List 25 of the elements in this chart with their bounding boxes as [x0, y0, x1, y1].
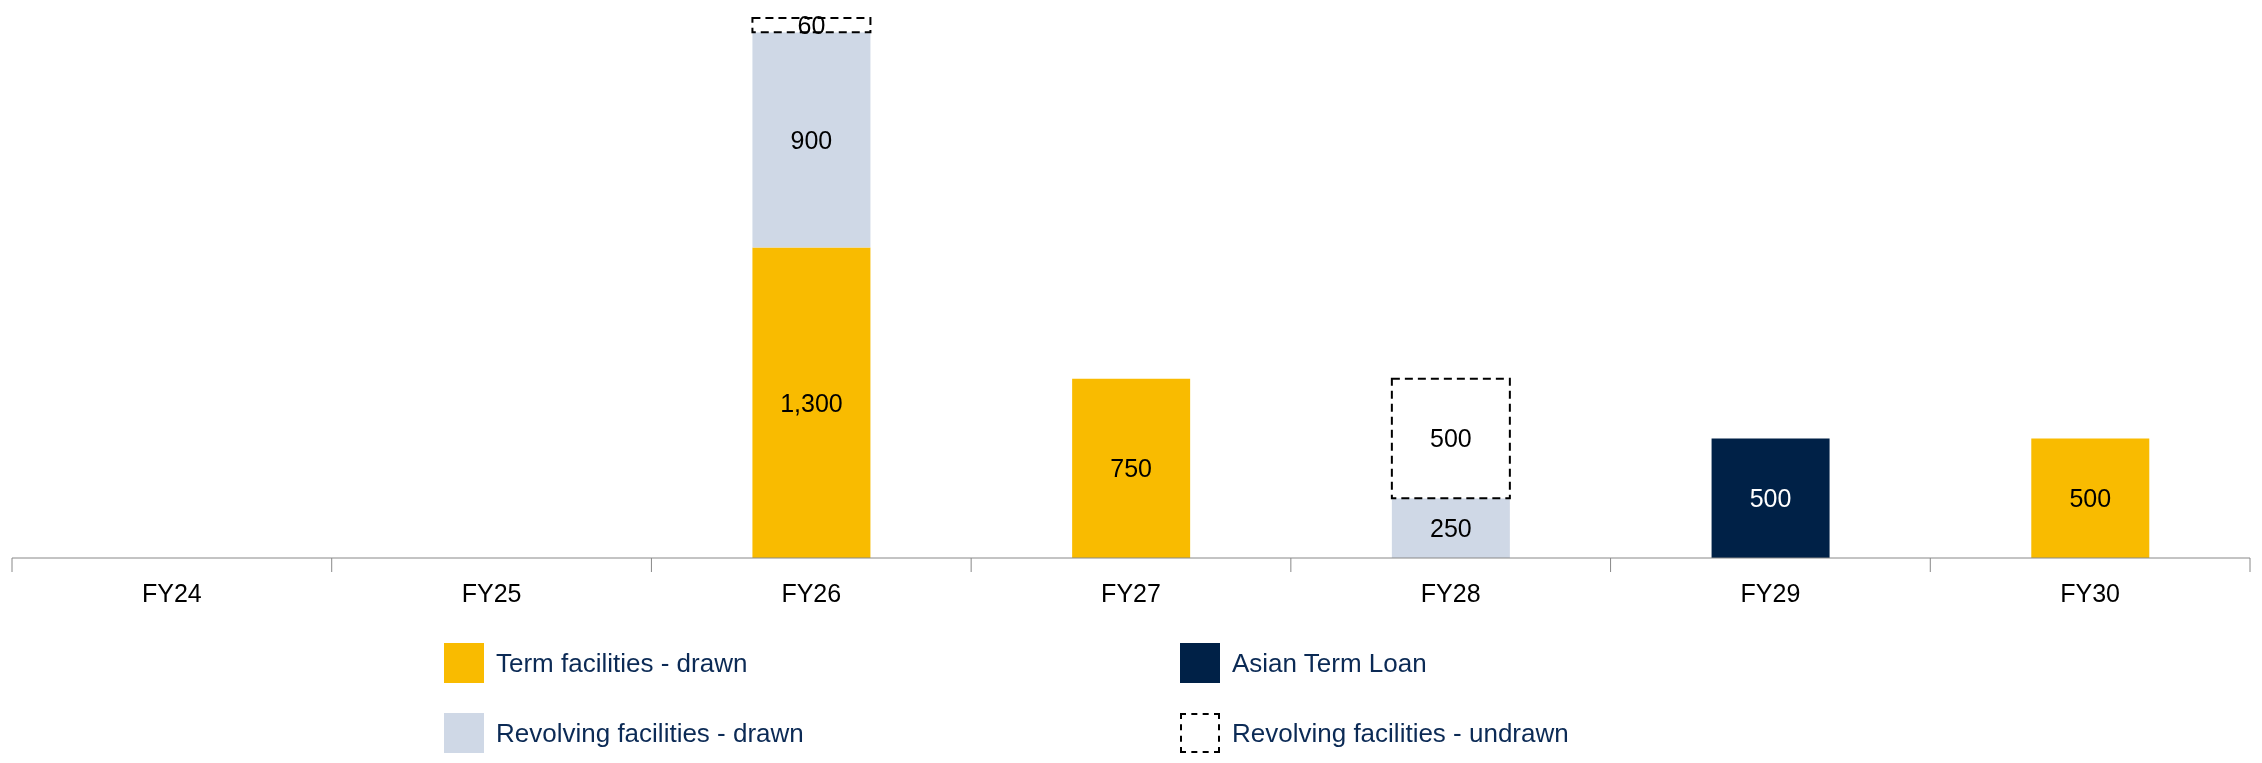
data-label: 250	[1430, 514, 1472, 543]
data-label: 500	[2069, 484, 2112, 513]
bar	[1072, 378, 1191, 558]
bar	[2031, 438, 2150, 558]
bar	[1711, 438, 1830, 558]
x-tick-label: FY29	[1740, 579, 1801, 607]
legend-label: Term facilities - drawn	[496, 647, 748, 679]
data-label: 750	[1110, 454, 1152, 483]
x-tick-label: FY27	[1101, 579, 1161, 607]
x-tick-label: FY26	[781, 579, 842, 607]
data-label: 500	[1430, 424, 1472, 453]
x-tick-label: FY24	[141, 579, 202, 607]
data-label: 900	[790, 125, 833, 154]
legend-label: Revolving facilities - drawn	[496, 717, 804, 749]
bar	[1391, 498, 1510, 558]
legend-label: Revolving facilities - undrawn	[1232, 717, 1569, 749]
data-label: 1,300	[780, 388, 843, 417]
legend-label: Asian Term Loan	[1232, 647, 1427, 679]
x-tick-label: FY25	[461, 579, 522, 607]
bar	[752, 32, 871, 248]
data-label: 500	[1749, 484, 1792, 513]
x-tick-label: FY28	[1420, 579, 1481, 607]
bar	[752, 247, 871, 558]
bar	[1390, 377, 1511, 500]
x-tick-label: FY30	[2060, 579, 2121, 607]
